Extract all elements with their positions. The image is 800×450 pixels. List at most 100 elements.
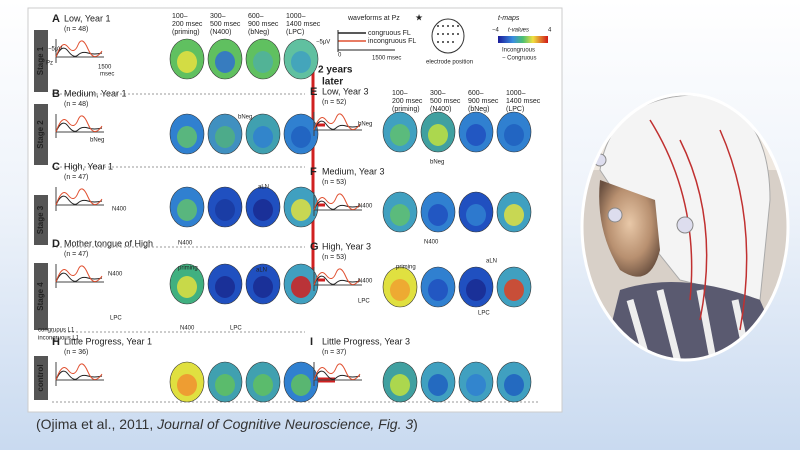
label: Incongruous	[502, 48, 535, 54]
waveform	[55, 115, 103, 133]
topo-map-spot	[253, 276, 273, 298]
topo-map-spot	[215, 51, 235, 73]
topo-map-spot	[504, 124, 524, 146]
label: 1400 msec	[506, 98, 541, 105]
waveform	[55, 40, 103, 58]
label: (LPC)	[506, 106, 524, 113]
label: 300–	[210, 13, 226, 20]
electrode	[447, 41, 449, 43]
electrode	[442, 41, 444, 43]
stage-box	[34, 263, 48, 330]
label: − Congruous	[502, 56, 537, 62]
label: (n = 36)	[64, 349, 88, 356]
topo-map-spot	[177, 374, 197, 396]
label: waveforms at Pz	[347, 15, 400, 22]
label: −5μV	[316, 40, 330, 46]
topo-map-spot	[253, 126, 273, 148]
waveform	[55, 370, 103, 381]
label: bNeg	[90, 138, 104, 144]
label: N400	[358, 204, 373, 210]
topo-map-spot	[215, 374, 235, 396]
label: Stage 1	[36, 46, 45, 75]
electrode-head	[431, 18, 465, 54]
label: 2 years	[318, 65, 353, 76]
label: 1000–	[286, 13, 306, 20]
label: incongruous FL	[368, 38, 416, 45]
electrode	[447, 33, 449, 35]
label: LPC	[230, 326, 242, 332]
label: bNeg	[430, 160, 444, 166]
electrode	[442, 25, 444, 27]
topo-map-spot	[428, 204, 448, 226]
label: (n = 48)	[64, 101, 88, 108]
topo-map-spot	[504, 204, 524, 226]
topo-map-spot	[390, 374, 410, 396]
label: (priming)	[392, 106, 420, 113]
waveform	[313, 370, 361, 381]
label: N400	[424, 240, 439, 246]
label: 300–	[430, 90, 446, 97]
electrode	[437, 33, 439, 35]
label: 100–	[392, 90, 408, 97]
label: (n = 52)	[322, 99, 346, 106]
label: 900 msec	[248, 21, 279, 28]
waveform	[313, 120, 361, 131]
topo-map-spot	[504, 374, 524, 396]
waveform	[313, 268, 361, 286]
waveform	[313, 193, 361, 211]
stage-box	[34, 356, 48, 400]
label: Mother tongue of High	[64, 238, 153, 248]
topo-map-spot	[215, 126, 235, 148]
label: A	[52, 13, 60, 25]
label: H	[52, 336, 60, 348]
label: (n = 48)	[64, 26, 88, 33]
label: LPC	[478, 311, 490, 317]
topo-map-spot	[428, 124, 448, 146]
label: 200 msec	[392, 98, 423, 105]
label: (N400)	[430, 106, 451, 113]
label: 1000–	[506, 90, 526, 97]
stage-box	[34, 30, 48, 92]
label: D	[52, 238, 60, 250]
stage-box	[34, 104, 48, 165]
label: 1500 msec	[372, 56, 401, 62]
topo-map-spot	[253, 374, 273, 396]
label: Low, Year 1	[64, 13, 111, 23]
topo-map-spot	[390, 124, 410, 146]
label: (N400)	[210, 29, 231, 36]
label: msec	[100, 72, 114, 78]
label: −5μV	[48, 47, 62, 53]
topo-map-spot	[504, 279, 524, 301]
label: priming	[178, 266, 198, 272]
caption-text: )	[413, 416, 418, 432]
label: −4	[492, 28, 500, 34]
topo-map-spot	[390, 204, 410, 226]
label: G	[310, 241, 319, 253]
topo-map-spot	[177, 276, 197, 298]
label: N400	[358, 279, 373, 285]
label: High, Year 1	[64, 161, 113, 171]
electrode	[437, 25, 439, 27]
label: aLN	[258, 185, 269, 191]
topo-map-spot	[466, 279, 486, 301]
label: (bNeg)	[248, 29, 269, 36]
topo-map-spot	[253, 51, 273, 73]
topo-map-spot	[466, 124, 486, 146]
label: 900 msec	[468, 98, 499, 105]
topo-map-spot	[466, 204, 486, 226]
waveform	[55, 272, 103, 283]
label: (n = 53)	[322, 179, 346, 186]
label: congruous FL	[368, 30, 411, 37]
label: Stage 2	[36, 120, 45, 149]
waveform	[55, 195, 103, 206]
label: electrode position	[426, 60, 473, 66]
label: (n = 53)	[322, 254, 346, 261]
topo-map-spot	[291, 374, 311, 396]
topo-map-spot	[291, 126, 311, 148]
label: N400	[178, 241, 193, 247]
topo-map-spot	[390, 279, 410, 301]
label: C	[52, 161, 60, 173]
label: Medium, Year 1	[64, 88, 127, 98]
label: N400	[180, 326, 195, 332]
topo-map-spot	[428, 374, 448, 396]
